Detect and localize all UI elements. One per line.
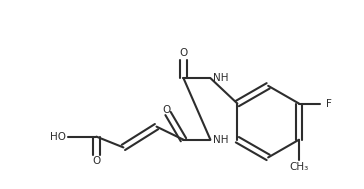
Text: NH: NH [213,73,228,83]
Text: F: F [326,98,332,108]
Text: O: O [162,105,171,115]
Text: NH: NH [213,135,228,145]
Text: HO: HO [51,132,67,142]
Text: CH₃: CH₃ [289,162,309,172]
Text: O: O [179,49,187,58]
Text: O: O [92,156,100,166]
